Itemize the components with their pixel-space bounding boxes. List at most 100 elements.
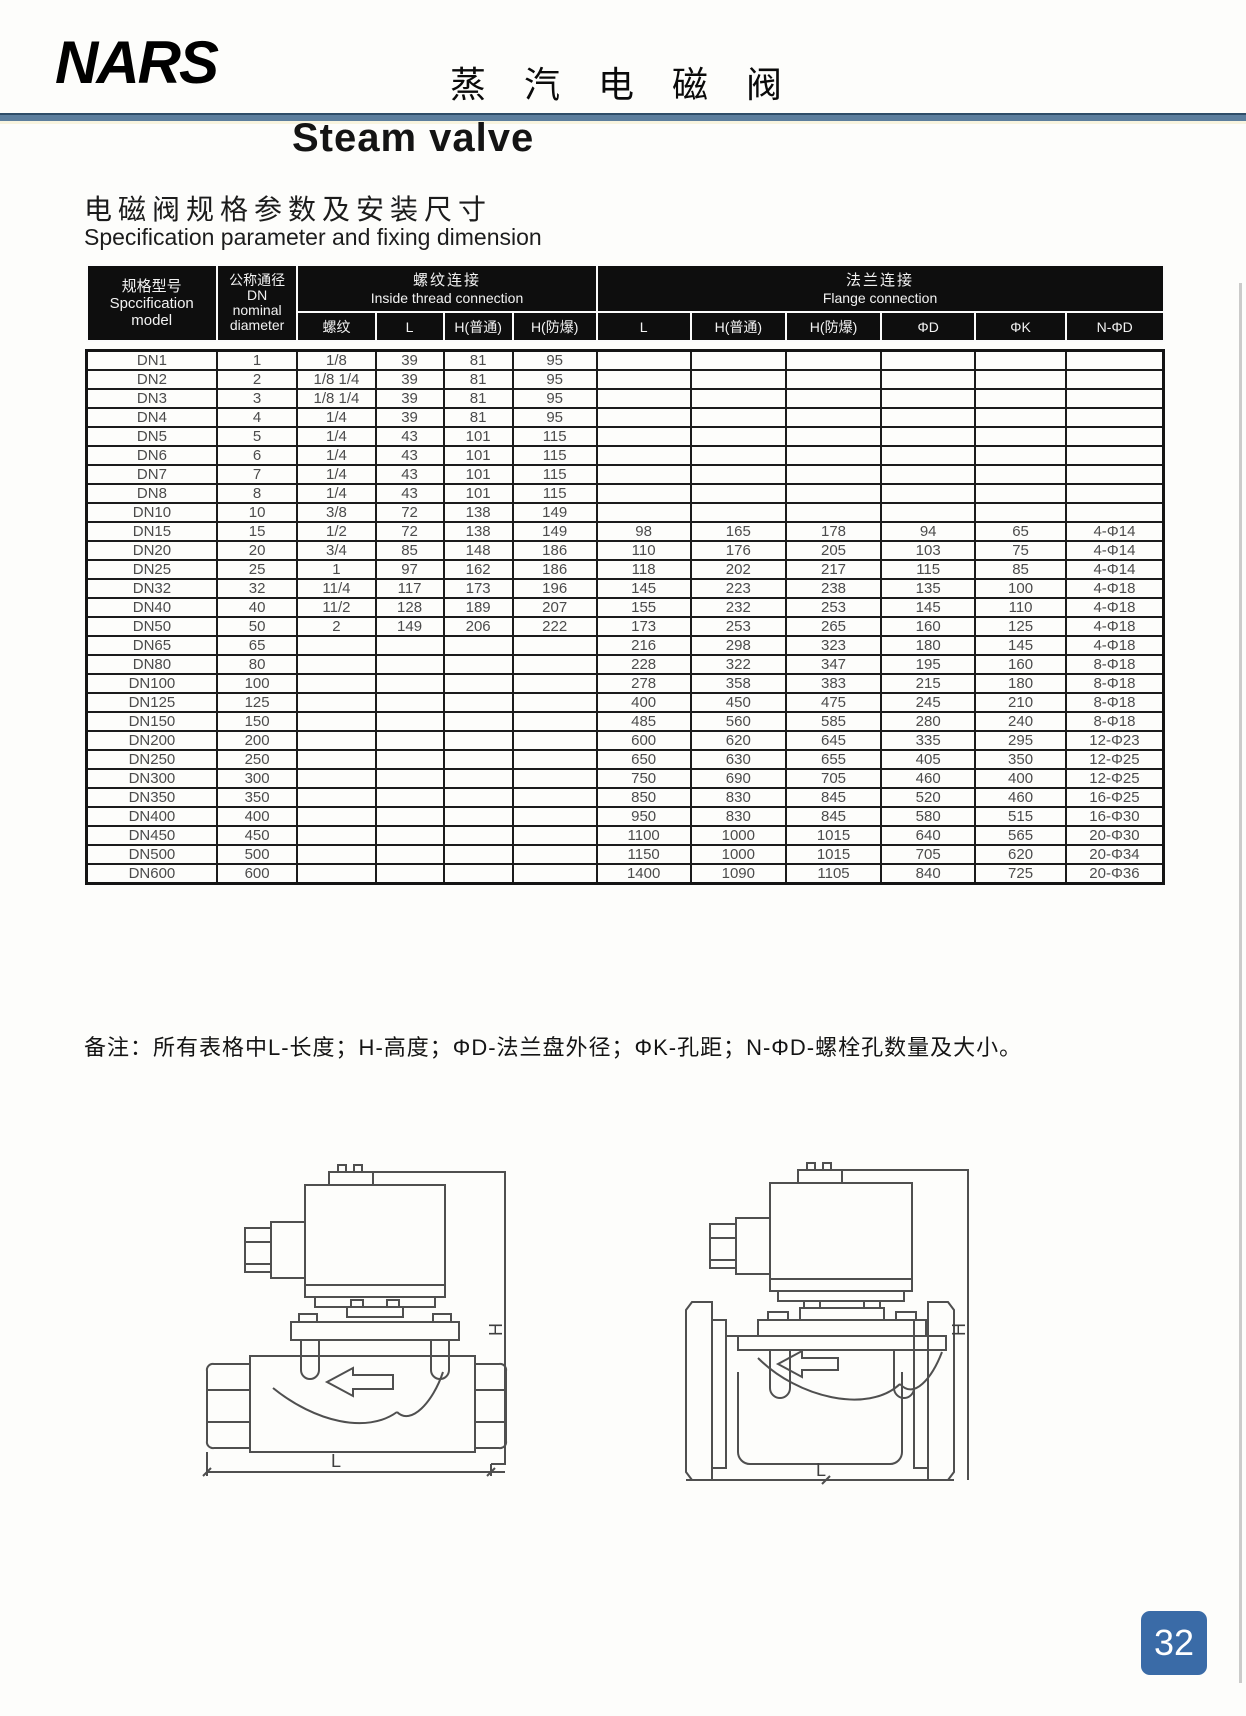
- table-cell: DN6: [85, 445, 218, 466]
- table-cell: 95: [511, 369, 598, 390]
- table-cell: 101: [442, 464, 514, 485]
- table-cell: 405: [880, 749, 977, 770]
- table-cell: 25: [215, 559, 299, 580]
- table-cell: 43: [374, 464, 445, 485]
- table-cell: [442, 768, 514, 789]
- table-cell: [442, 863, 514, 885]
- table-cell: [296, 825, 377, 846]
- table-cell: 750: [595, 768, 692, 789]
- table-cell: [374, 787, 445, 808]
- table-cell: 8-Φ18: [1064, 673, 1165, 694]
- table-cell: 206: [442, 616, 514, 637]
- table-cell: 173: [595, 616, 692, 637]
- table-cell: 8: [215, 483, 299, 504]
- table-cell: [689, 502, 787, 523]
- table-cell: 138: [442, 502, 514, 523]
- table-cell: 585: [784, 711, 883, 732]
- table-cell: 1150: [595, 844, 692, 865]
- table-cell: 295: [974, 730, 1067, 751]
- table-cell: 300: [215, 768, 299, 789]
- table-cell: [511, 692, 598, 713]
- table-cell: [374, 825, 445, 846]
- table-cell: 1/4: [296, 483, 377, 504]
- table-cell: [511, 825, 598, 846]
- table-cell: 217: [784, 559, 883, 580]
- table-cell: [974, 483, 1067, 504]
- section-title-zh: 电磁阀规格参数及安装尺寸: [84, 194, 493, 225]
- table-cell: 180: [880, 635, 977, 656]
- table-cell: [511, 749, 598, 770]
- table-cell: 210: [974, 692, 1067, 713]
- column-header: L: [595, 311, 692, 342]
- table-cell: 195: [880, 654, 977, 675]
- table-cell: 460: [880, 768, 977, 789]
- table-row: DN2 2 1/8 1/4 39 81 95: [85, 369, 1165, 390]
- table-cell: DN100: [85, 673, 218, 694]
- table-cell: 215: [880, 673, 977, 694]
- table-cell: 155: [595, 597, 692, 618]
- table-cell: 95: [511, 349, 598, 371]
- table-cell: 20: [215, 540, 299, 561]
- table-cell: [374, 844, 445, 865]
- table-cell: 40: [215, 597, 299, 618]
- table-cell: DN450: [85, 825, 218, 846]
- table-cell: 100: [215, 673, 299, 694]
- table-cell: 196: [511, 578, 598, 599]
- threaded-valve-drawing: L H: [195, 1072, 535, 1497]
- table-cell: 145: [595, 578, 692, 599]
- table-cell: 705: [880, 844, 977, 865]
- table-cell: [689, 369, 787, 390]
- table-cell: 830: [689, 806, 787, 827]
- table-cell: 12-Φ25: [1064, 749, 1165, 770]
- table-row: DN4 4 1/4 39 81 95: [85, 407, 1165, 428]
- table-cell: DN350: [85, 787, 218, 808]
- table-cell: [880, 445, 977, 466]
- column-header: L: [374, 311, 445, 342]
- table-cell: 1: [296, 559, 377, 580]
- table-cell: 4-Φ14: [1064, 540, 1165, 561]
- table-cell: 1/8: [296, 349, 377, 371]
- table-cell: 500: [215, 844, 299, 865]
- table-cell: DN4: [85, 407, 218, 428]
- table-row: DN40 40 11/2 128 189 207 155 232 253 145 110 4-Φ18: [85, 597, 1165, 618]
- table-cell: 475: [784, 692, 883, 713]
- table-row: DN600 600 1400 1090 1105 840 725 20-Φ36: [85, 863, 1165, 885]
- table-cell: 8-Φ18: [1064, 654, 1165, 675]
- table-row: DN350 350 850 830 845 520 460 16-Φ25: [85, 787, 1165, 808]
- table-cell: DN65: [85, 635, 218, 656]
- table-cell: [1064, 464, 1165, 485]
- table-cell: 207: [511, 597, 598, 618]
- table-cell: 4-Φ14: [1064, 559, 1165, 580]
- table-row: DN32 32 11/4 117 173 196 145 223 238 135 100 4-Φ18: [85, 578, 1165, 599]
- table-cell: 200: [215, 730, 299, 751]
- solenoid-coil: [304, 1184, 446, 1298]
- table-cell: DN250: [85, 749, 218, 770]
- table-cell: 216: [595, 635, 692, 656]
- table-cell: [974, 388, 1067, 409]
- table-cell: 125: [215, 692, 299, 713]
- table-cell: [442, 673, 514, 694]
- table-cell: 5: [215, 426, 299, 447]
- column-header: ΦK: [974, 311, 1067, 342]
- table-cell: [880, 407, 977, 428]
- table-cell: 80: [215, 654, 299, 675]
- table-row: DN50 50 2 149 206 222 173 253 265 160 125 4-Φ18: [85, 616, 1165, 637]
- table-cell: [1064, 502, 1165, 523]
- table-cell: 640: [880, 825, 977, 846]
- table-cell: DN40: [85, 597, 218, 618]
- table-cell: [595, 349, 692, 371]
- table-cell: 1000: [689, 825, 787, 846]
- table-cell: [374, 635, 445, 656]
- table-row: DN10 10 3/8 72 138 149: [85, 502, 1165, 523]
- table-cell: 115: [511, 426, 598, 447]
- table-cell: DN600: [85, 863, 218, 885]
- table-cell: 400: [215, 806, 299, 827]
- table-cell: [511, 863, 598, 885]
- left-flange: [685, 1301, 713, 1481]
- table-cell: [296, 787, 377, 808]
- table-cell: 10: [215, 502, 299, 523]
- table-cell: [880, 388, 977, 409]
- table-cell: 180: [974, 673, 1067, 694]
- table-cell: 253: [784, 597, 883, 618]
